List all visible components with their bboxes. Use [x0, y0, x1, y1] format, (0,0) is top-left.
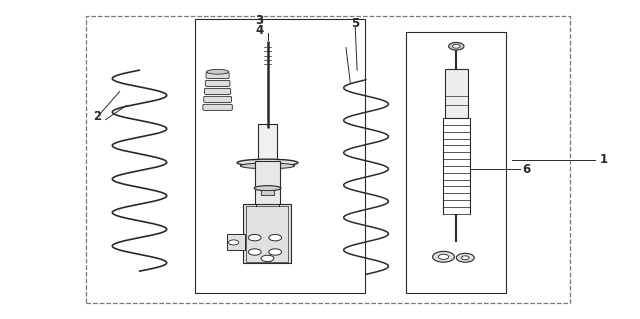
Circle shape — [248, 234, 261, 241]
Bar — [86, 16, 570, 303]
Bar — [255, 161, 280, 206]
Circle shape — [261, 255, 274, 262]
Ellipse shape — [237, 159, 298, 166]
Circle shape — [449, 42, 464, 50]
Circle shape — [438, 254, 449, 259]
Text: 2: 2 — [93, 110, 101, 123]
FancyBboxPatch shape — [206, 72, 229, 78]
Ellipse shape — [254, 186, 281, 191]
Ellipse shape — [241, 163, 294, 169]
Ellipse shape — [207, 70, 229, 74]
Text: 1: 1 — [600, 153, 607, 166]
FancyBboxPatch shape — [205, 80, 230, 86]
Bar — [261, 190, 274, 195]
Circle shape — [269, 249, 282, 255]
Text: 4: 4 — [255, 24, 263, 37]
Circle shape — [456, 253, 474, 262]
Bar — [258, 124, 277, 161]
Circle shape — [228, 240, 239, 245]
FancyBboxPatch shape — [203, 104, 232, 110]
Text: 3: 3 — [255, 14, 263, 27]
FancyBboxPatch shape — [205, 88, 231, 94]
Bar — [227, 234, 245, 250]
Circle shape — [461, 256, 469, 260]
Bar — [246, 206, 288, 262]
FancyBboxPatch shape — [204, 96, 232, 102]
Bar — [195, 19, 365, 293]
Bar — [243, 204, 291, 263]
Circle shape — [248, 249, 261, 255]
Text: 6: 6 — [522, 163, 530, 175]
Text: 5: 5 — [351, 18, 359, 30]
Circle shape — [433, 251, 454, 262]
Circle shape — [269, 234, 282, 241]
Bar — [406, 32, 506, 293]
Circle shape — [452, 44, 460, 48]
Bar — [445, 69, 468, 118]
